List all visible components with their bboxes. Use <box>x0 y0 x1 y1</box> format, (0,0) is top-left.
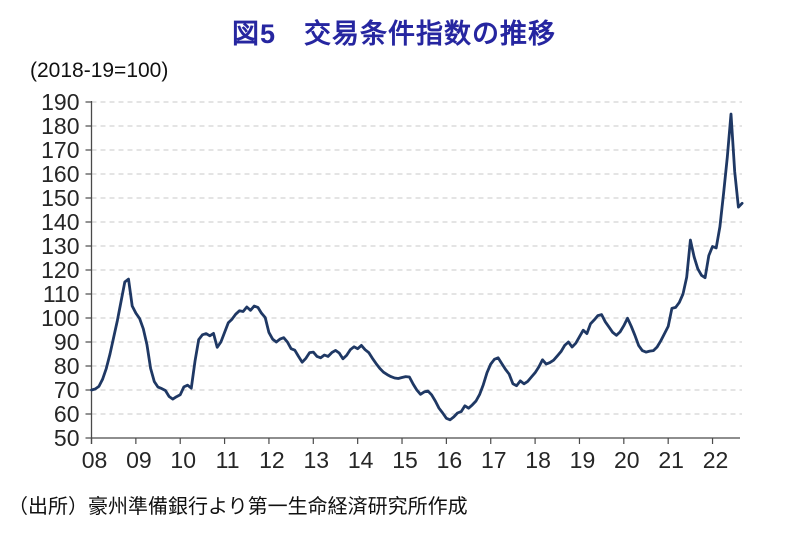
x-tick-label: 12 <box>259 447 285 473</box>
y-tick-label: 120 <box>41 257 79 283</box>
x-tick-label: 16 <box>437 447 463 473</box>
x-tick-label: 18 <box>525 447 551 473</box>
x-tick-label: 17 <box>481 447 507 473</box>
y-tick-label: 60 <box>54 401 80 427</box>
x-tick-label: 14 <box>348 447 374 473</box>
axis-unit-label: (2018-19=100) <box>30 59 169 82</box>
y-tick-label: 180 <box>41 113 79 139</box>
y-tick-label: 100 <box>41 305 79 331</box>
x-tick-label: 20 <box>614 447 640 473</box>
terms-of-trade-line <box>90 112 744 422</box>
y-tick-label: 90 <box>54 329 80 355</box>
source-note: （出所）豪州準備銀行より第一生命経済研究所作成 <box>8 496 468 518</box>
x-tick-label: 11 <box>216 447 240 473</box>
x-tick-label: 13 <box>304 447 330 473</box>
x-tick-label: 10 <box>170 447 196 473</box>
chart-title: 図5 交易条件指数の推移 <box>231 19 556 49</box>
y-tick-label: 130 <box>41 233 79 259</box>
x-tick-label: 08 <box>82 447 108 473</box>
y-tick-label: 70 <box>54 377 80 403</box>
x-tick-label: 09 <box>126 447 152 473</box>
x-tick-label: 19 <box>570 447 596 473</box>
x-tick-label: 15 <box>392 447 418 473</box>
y-tick-label: 50 <box>54 425 80 451</box>
x-tick-label: 22 <box>703 447 729 473</box>
x-tick-label: 21 <box>658 447 684 473</box>
y-tick-label: 190 <box>41 89 79 115</box>
y-tick-label: 150 <box>41 185 79 211</box>
y-tick-label: 80 <box>54 353 80 379</box>
y-tick-label: 110 <box>43 281 80 307</box>
y-tick-label: 140 <box>41 209 79 235</box>
y-tick-label: 170 <box>41 137 79 163</box>
y-tick-label: 160 <box>41 161 79 187</box>
